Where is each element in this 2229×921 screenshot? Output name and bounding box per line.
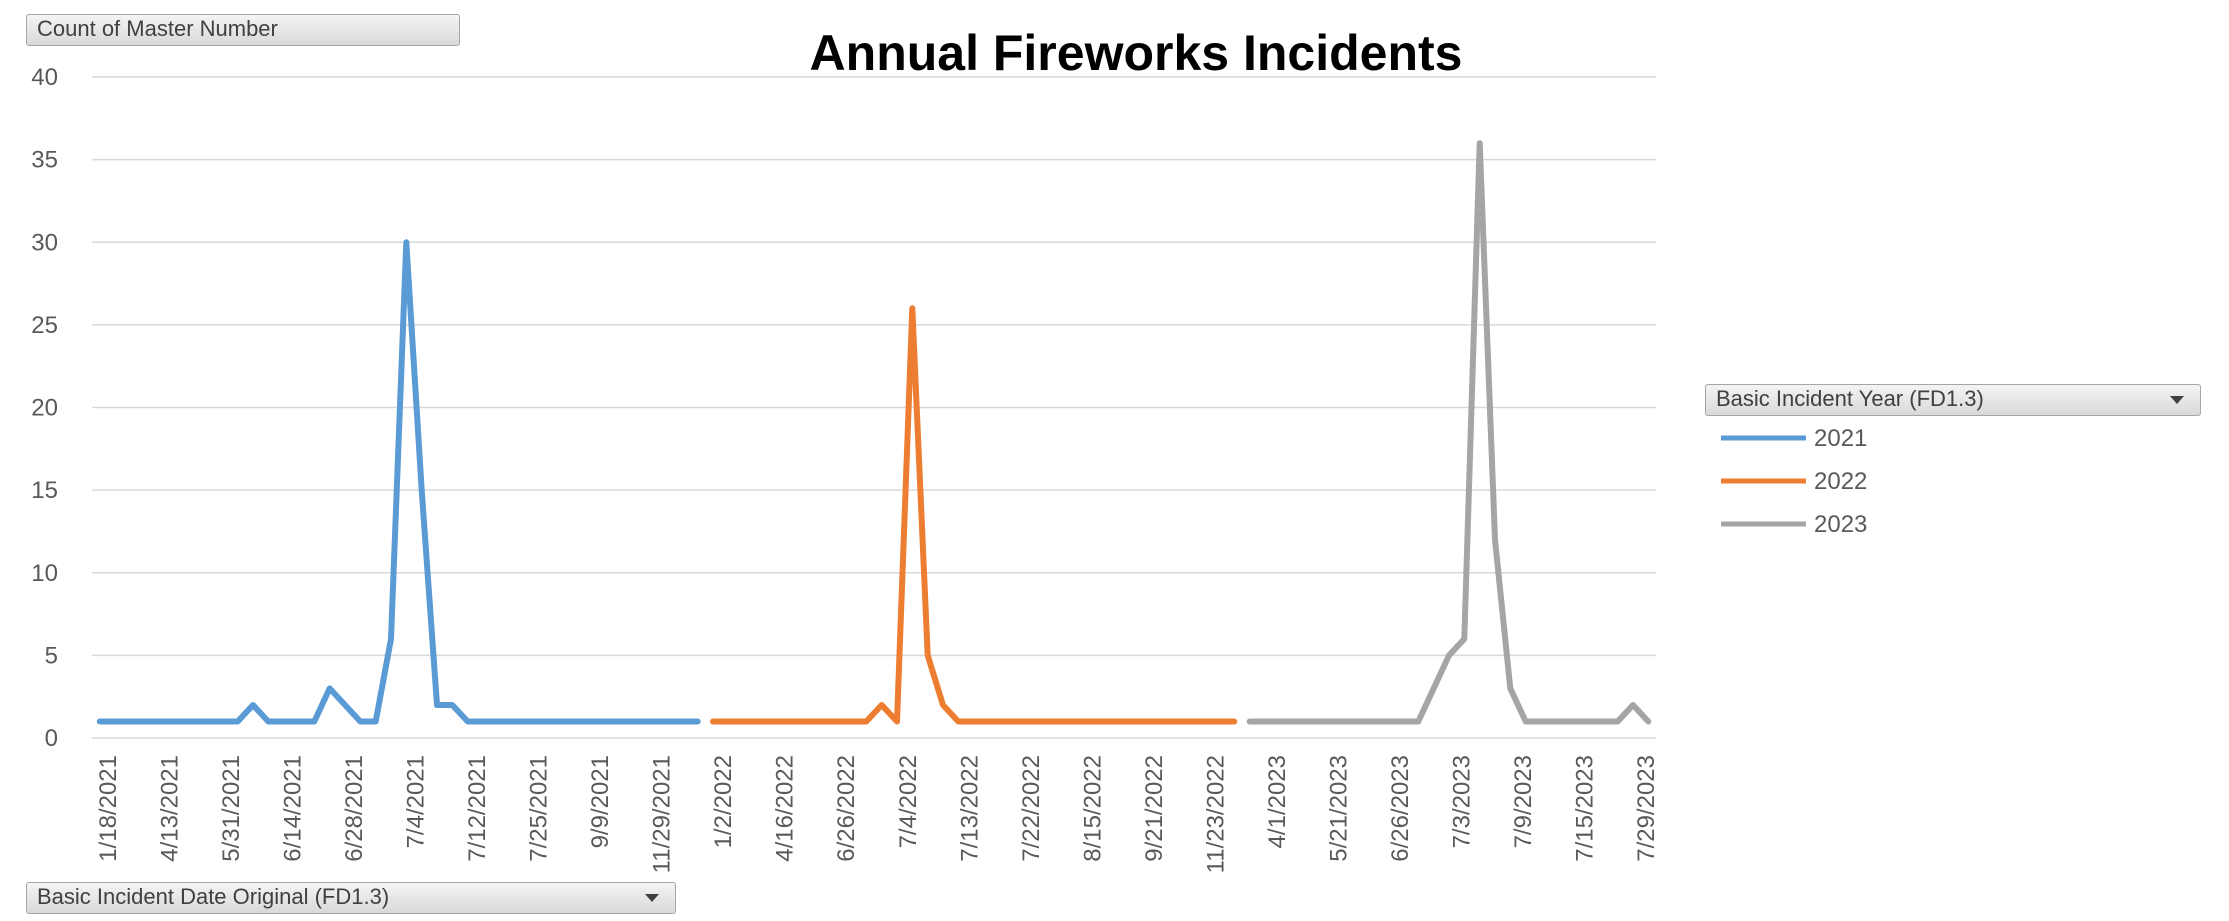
y-tick-label: 15 xyxy=(31,477,58,504)
legend-label-2021: 2021 xyxy=(1814,425,1867,452)
value-field-label: Count of Master Number xyxy=(37,16,278,41)
legend: 2021 2022 2023 xyxy=(1721,425,1867,538)
series-line-2022 xyxy=(710,305,1238,725)
x-tick-label: 7/29/2023 xyxy=(1633,755,1660,862)
x-tick-label: 7/4/2021 xyxy=(403,755,430,848)
legend-label-2022: 2022 xyxy=(1814,468,1867,495)
x-tick-label: 8/15/2022 xyxy=(1079,755,1106,862)
axis-field-dropdown[interactable]: Basic Incident Date Original (FD1.3) xyxy=(26,882,676,914)
x-axis: 1/18/2021 4/13/2021 5/31/2021 6/14/2021 6/28… xyxy=(95,755,1660,873)
x-tick-label: 6/26/2022 xyxy=(833,755,860,862)
x-tick-label: 7/13/2022 xyxy=(956,755,983,862)
chevron-down-icon[interactable] xyxy=(645,894,659,902)
x-tick-label: 7/15/2023 xyxy=(1571,755,1598,862)
x-tick-label: 9/21/2022 xyxy=(1141,755,1168,862)
series-line-2023 xyxy=(1246,140,1652,725)
y-axis: 0 5 10 15 20 25 30 35 40 xyxy=(31,64,58,752)
y-tick-label: 35 xyxy=(31,147,58,174)
x-tick-label: 6/26/2023 xyxy=(1387,755,1414,862)
x-tick-label: 7/9/2023 xyxy=(1510,755,1537,848)
x-tick-label: 7/22/2022 xyxy=(1018,755,1045,862)
legend-label-2023: 2023 xyxy=(1814,511,1867,538)
y-tick-label: 10 xyxy=(31,560,58,587)
x-tick-label: 9/9/2021 xyxy=(587,755,614,848)
series-line-2021 xyxy=(96,239,701,725)
x-tick-label: 11/23/2022 xyxy=(1202,755,1229,873)
legend-field-dropdown[interactable]: Basic Incident Year (FD1.3) xyxy=(1705,384,2201,416)
x-tick-label: 7/25/2021 xyxy=(526,755,553,862)
y-tick-label: 0 xyxy=(45,725,58,752)
x-tick-label: 7/3/2023 xyxy=(1448,755,1475,848)
x-tick-label: 1/18/2021 xyxy=(95,755,122,862)
x-tick-label: 6/14/2021 xyxy=(280,755,307,862)
x-tick-label: 4/13/2021 xyxy=(157,755,184,862)
x-tick-label: 6/28/2021 xyxy=(341,755,368,862)
x-tick-label: 11/29/2021 xyxy=(649,755,676,873)
x-tick-label: 7/4/2022 xyxy=(895,755,922,848)
x-tick-label: 4/1/2023 xyxy=(1264,755,1291,848)
legend-field-label: Basic Incident Year (FD1.3) xyxy=(1716,386,1984,411)
chart-title: Annual Fireworks Incidents xyxy=(810,25,1463,81)
y-tick-label: 40 xyxy=(31,64,58,91)
y-tick-label: 30 xyxy=(31,229,58,256)
value-field-button[interactable]: Count of Master Number xyxy=(26,14,460,46)
axis-field-label: Basic Incident Date Original (FD1.3) xyxy=(37,884,390,909)
x-tick-label: 4/16/2022 xyxy=(772,755,799,862)
y-tick-label: 5 xyxy=(45,642,58,669)
y-tick-label: 25 xyxy=(31,312,58,339)
chevron-down-icon[interactable] xyxy=(2170,396,2184,404)
gridlines xyxy=(92,76,1656,739)
x-tick-label: 5/31/2021 xyxy=(218,755,245,862)
x-tick-label: 5/21/2023 xyxy=(1325,755,1352,862)
x-tick-label: 7/12/2021 xyxy=(464,755,491,862)
plot-area xyxy=(96,140,1652,725)
y-tick-label: 20 xyxy=(31,395,58,422)
x-tick-label: 1/2/2022 xyxy=(710,755,737,848)
